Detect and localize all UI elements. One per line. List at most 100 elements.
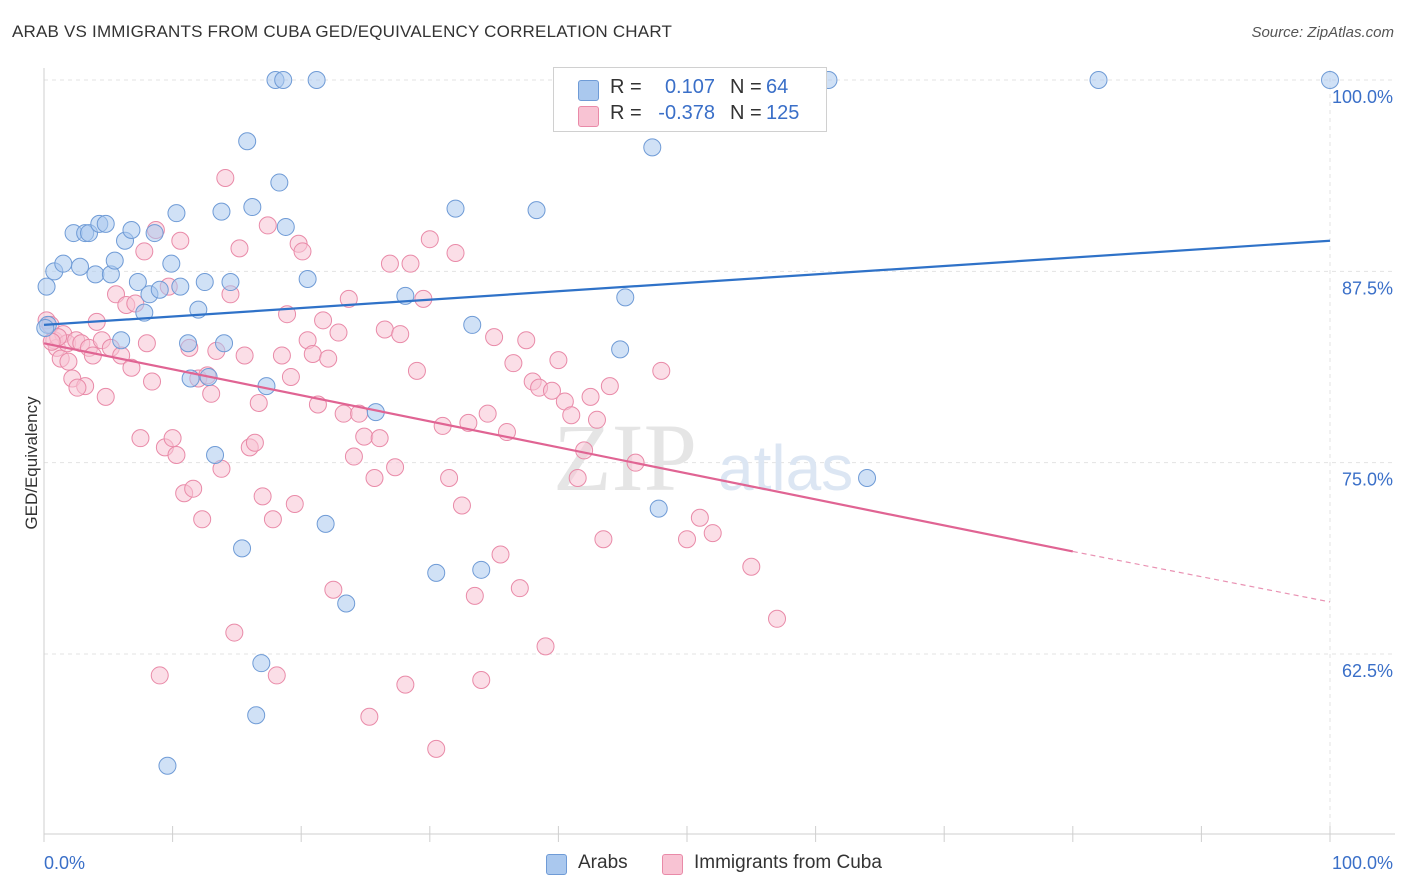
data-point — [54, 254, 73, 273]
data-point — [68, 378, 87, 397]
legend-row-arabs: R = 0.107 N = 64 — [554, 75, 826, 103]
data-point — [206, 446, 225, 465]
data-point — [272, 346, 291, 365]
data-point — [71, 257, 90, 276]
data-point — [243, 198, 262, 217]
data-point — [463, 315, 482, 334]
trend-line — [43, 342, 1074, 553]
x-tick-label: 100.0% — [1332, 853, 1393, 873]
data-point — [263, 510, 282, 529]
data-point — [253, 487, 272, 506]
data-point — [465, 586, 484, 605]
data-point — [594, 530, 613, 549]
data-point — [337, 594, 356, 613]
data-point — [274, 71, 293, 89]
data-point — [184, 479, 203, 498]
data-point — [96, 214, 115, 233]
data-point — [238, 132, 257, 151]
data-point — [370, 429, 389, 448]
data-point — [216, 168, 235, 187]
correlation-legend: R = 0.107 N = 64 R = -0.378 N = 125 — [553, 67, 827, 132]
data-point — [270, 173, 289, 192]
y-axis-label: GED/Equivalency — [22, 396, 41, 530]
data-point — [446, 199, 465, 218]
legend-swatch-cuba — [662, 854, 683, 875]
data-point — [652, 361, 671, 380]
data-point — [568, 468, 587, 487]
data-point — [587, 410, 606, 429]
data-point — [122, 221, 141, 240]
legend-swatch-arabs — [546, 854, 567, 875]
data-point — [536, 637, 555, 656]
data-point — [150, 280, 169, 299]
data-point — [171, 277, 190, 296]
data-point — [1321, 71, 1339, 89]
data-point — [235, 346, 254, 365]
legend-r-label: R = — [610, 76, 642, 98]
data-point — [37, 277, 56, 296]
data-point — [542, 381, 561, 400]
data-point — [145, 224, 164, 243]
data-point — [215, 334, 234, 353]
legend-n-value: 125 — [766, 102, 800, 124]
legend-n-value: 64 — [766, 76, 789, 98]
data-point — [316, 514, 335, 533]
x-tick-label: 0.0% — [44, 853, 85, 873]
data-point — [459, 413, 478, 432]
data-point — [344, 447, 363, 466]
data-point — [314, 311, 333, 330]
data-point — [386, 458, 405, 477]
legend-swatch-arabs — [578, 80, 599, 101]
trend-line — [43, 239, 1331, 327]
data-point — [472, 671, 491, 690]
data-point — [611, 340, 630, 359]
data-point — [276, 217, 295, 236]
data-point — [233, 539, 252, 558]
data-point — [703, 524, 722, 543]
data-point — [391, 325, 410, 344]
data-point — [293, 242, 312, 261]
data-point — [167, 446, 186, 465]
legend-n-label: N = — [730, 102, 762, 124]
data-point — [158, 756, 177, 775]
data-point — [768, 609, 787, 628]
data-point — [131, 429, 150, 448]
data-point — [298, 269, 317, 288]
data-point — [401, 254, 420, 273]
data-point — [581, 387, 600, 406]
data-point — [245, 433, 264, 452]
series-legend: Arabs Immigrants from Cuba — [0, 851, 1406, 881]
data-point — [247, 706, 266, 725]
y-tick-label: 62.5% — [1342, 661, 1393, 681]
y-tick-label: 87.5% — [1342, 278, 1393, 298]
data-point — [427, 563, 446, 582]
data-point — [380, 254, 399, 273]
data-point — [225, 623, 244, 642]
data-point — [690, 508, 709, 527]
data-point — [324, 580, 343, 599]
data-point — [600, 377, 619, 396]
data-point — [485, 328, 504, 347]
data-point — [150, 666, 169, 685]
data-point — [339, 289, 358, 308]
legend-swatch-cuba — [578, 106, 599, 127]
watermark-atlas: atlas — [718, 432, 853, 504]
legend-r-label: R = — [610, 102, 642, 124]
data-point — [616, 288, 635, 307]
data-point — [858, 468, 877, 487]
data-point — [122, 358, 141, 377]
data-point — [195, 273, 214, 292]
data-point — [329, 323, 348, 342]
data-point — [678, 530, 696, 549]
data-point — [355, 427, 374, 446]
data-point — [230, 239, 249, 258]
data-point — [86, 265, 105, 284]
data-point — [491, 545, 510, 564]
axes — [43, 68, 1395, 842]
data-point — [143, 372, 162, 391]
data-point — [105, 251, 124, 270]
data-point — [365, 468, 384, 487]
data-point — [504, 354, 523, 373]
data-point — [128, 273, 147, 292]
